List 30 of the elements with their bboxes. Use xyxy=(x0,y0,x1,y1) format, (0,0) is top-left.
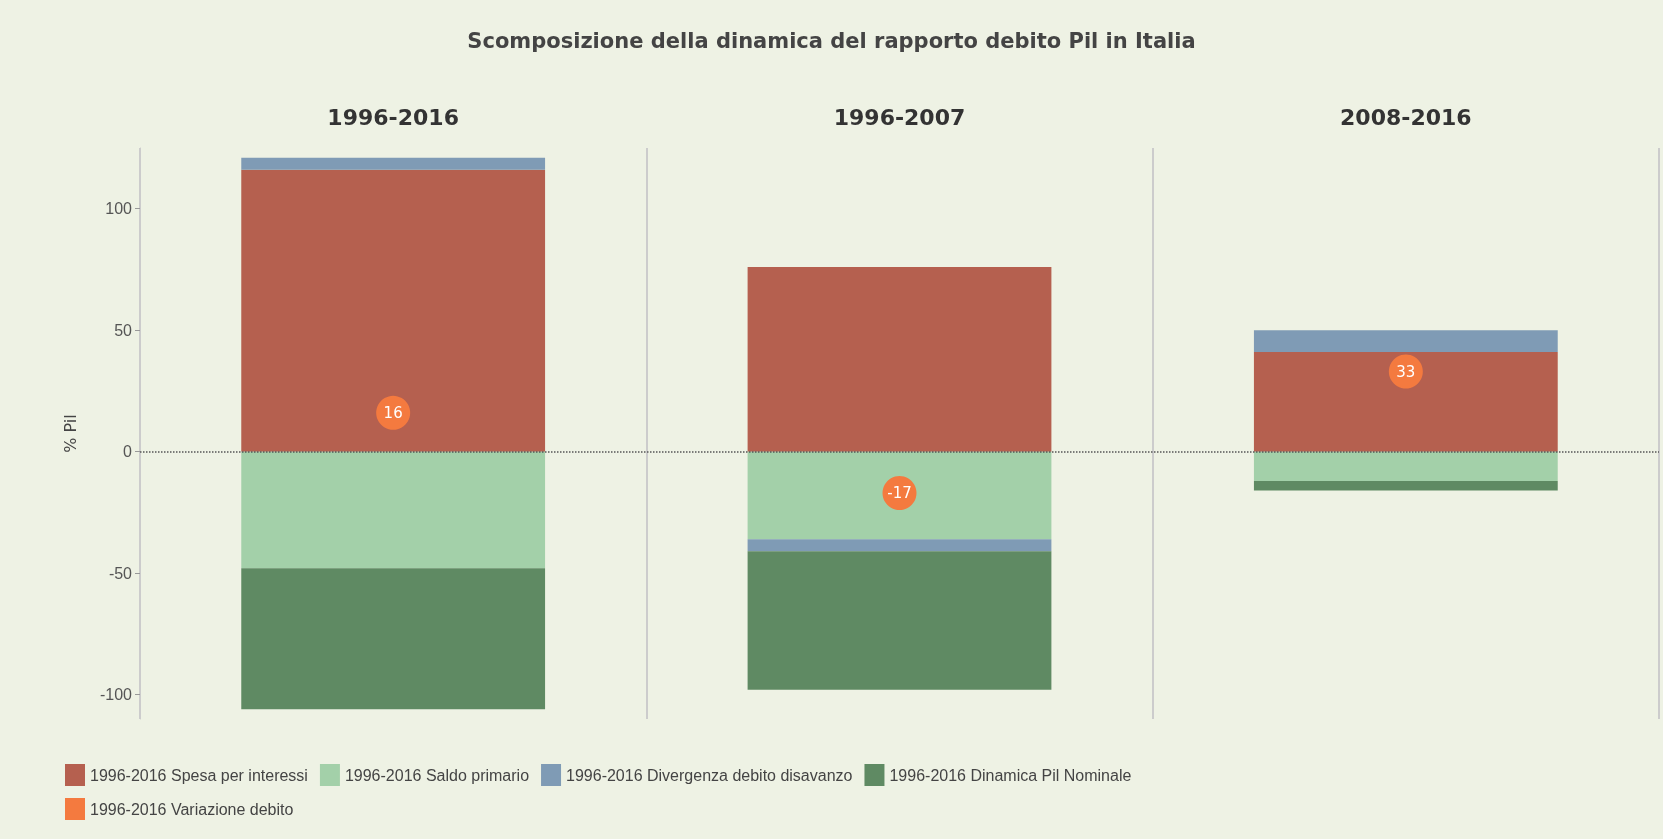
bar xyxy=(747,551,1052,690)
legend-label: 1996-2016 Divergenza debito disavanzo xyxy=(566,766,853,784)
legend-label: 1996-2016 Dinamica Pil Nominale xyxy=(889,766,1132,784)
y-axis-title: % Pil xyxy=(60,414,80,453)
data-label: -17 xyxy=(887,484,912,503)
bar xyxy=(747,451,1052,540)
bar xyxy=(241,568,546,710)
bar xyxy=(1253,330,1558,353)
bar xyxy=(241,169,546,452)
bar xyxy=(241,451,546,569)
y-tick-label: -100 xyxy=(99,686,133,704)
legend-label: 1996-2016 Variazione debito xyxy=(90,800,294,818)
data-label: 16 xyxy=(383,403,403,422)
bar xyxy=(1253,480,1558,491)
bar xyxy=(241,157,546,170)
bar xyxy=(1253,352,1558,452)
x-tick-label: 2008-2016 xyxy=(1340,104,1472,130)
data-label: 33 xyxy=(1396,362,1416,381)
bar xyxy=(1253,451,1558,481)
y-tick-label: 100 xyxy=(105,200,133,218)
bar xyxy=(747,539,1052,552)
y-tick-label: 0 xyxy=(123,443,133,461)
y-tick-label: -50 xyxy=(108,564,133,582)
x-tick-label: 1996-2007 xyxy=(833,104,966,130)
y-tick-label: 50 xyxy=(114,321,133,339)
x-tick-label: 1996-2016 xyxy=(327,104,459,130)
legend-label: 1996-2016 Saldo primario xyxy=(344,766,530,784)
chart-title: Scomposizione della dinamica del rapporto debito Pil in Italia xyxy=(467,28,1196,53)
bar xyxy=(747,267,1052,452)
legend-label: 1996-2016 Spesa per interessi xyxy=(90,766,308,784)
